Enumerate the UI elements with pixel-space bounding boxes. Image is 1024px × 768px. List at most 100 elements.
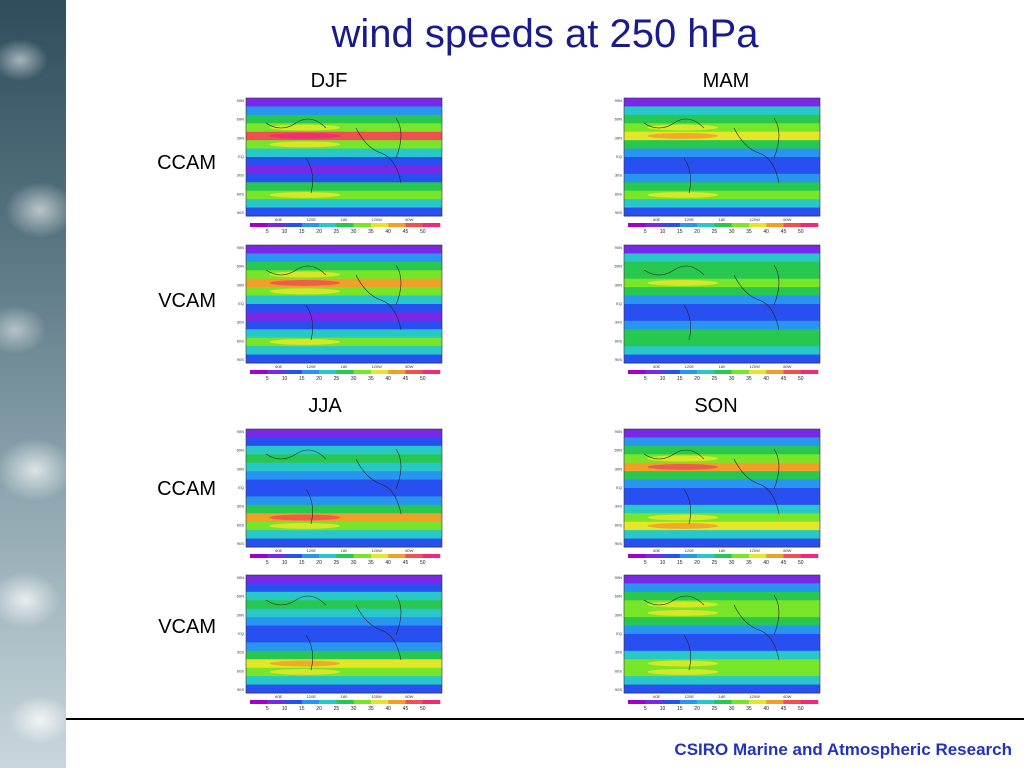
wind-speed-band <box>246 488 442 497</box>
wind-map-djf-ccam: 90N 60N 30N EQ 30S 60S 90S 60E 120E 180 120W 60W 5 10… <box>232 95 444 235</box>
colorbar-tick-label: 25 <box>334 229 340 235</box>
colorbar-tick-label: 50 <box>420 376 426 382</box>
wind-speed-band <box>246 462 442 472</box>
colorbar-tick-label: 25 <box>712 560 718 566</box>
wind-speed-band <box>246 437 442 447</box>
wind-speed-band <box>624 157 820 166</box>
colorbar-tick-label: 5 <box>266 229 269 235</box>
colorbar-segment <box>679 554 698 558</box>
slide-title: wind speeds at 250 hPa <box>331 12 759 56</box>
map-lon-label: 180 <box>341 217 348 222</box>
colorbar-segment <box>800 554 819 558</box>
colorbar-tick-label: 20 <box>316 376 322 382</box>
colorbar-segment <box>731 700 750 704</box>
wind-speed-band <box>246 676 442 686</box>
season-label-son: SON <box>694 395 738 417</box>
map-lon-label: 180 <box>719 217 726 222</box>
colorbar-segment <box>628 223 646 227</box>
colorbar-segment <box>783 370 802 374</box>
wind-map-son-vcam: 90N 60N 30N EQ 30S 60S 90S 60E 120E 180 120W 60W 5 10… <box>610 572 822 712</box>
colorbar-segment <box>319 700 337 704</box>
map-lon-label: 60E <box>653 694 660 699</box>
colorbar-segment <box>748 370 767 374</box>
map-lon-label: 120E <box>685 548 695 553</box>
wind-jet-core <box>269 279 341 286</box>
colorbar-segment <box>353 700 372 704</box>
wind-map-son-ccam: 90N 60N 30N EQ 30S 60S 90S 60E 120E 180 120W 60W 5 10… <box>610 426 822 566</box>
map-lat-label: 30N <box>237 282 244 287</box>
map-lon-label: 120E <box>307 694 317 699</box>
wind-speed-band <box>624 608 820 618</box>
colorbar-tick-label: 15 <box>299 706 305 712</box>
wind-speed-band <box>246 245 442 254</box>
colorbar-segment <box>370 223 389 227</box>
map-lat-label: 90N <box>615 429 622 434</box>
wind-speed-band <box>246 496 442 506</box>
map-lat-label: 30N <box>237 466 244 471</box>
map-lat-label: 30S <box>615 173 622 178</box>
wind-map-mam-ccam: 90N 60N 30N EQ 30S 60S 90S 60E 120E 180 120W 60W 5 10… <box>610 95 822 235</box>
wind-speed-band <box>624 165 820 175</box>
wind-speed-band <box>624 106 820 116</box>
colorbar-segment <box>405 370 424 374</box>
colorbar-tick-label: 5 <box>644 706 647 712</box>
wind-speed-band <box>246 591 442 601</box>
colorbar-segment <box>336 370 354 374</box>
colorbar-segment <box>250 223 268 227</box>
map-lon-label: 60W <box>783 217 791 222</box>
wind-speed-band <box>624 600 820 610</box>
wind-jet-core <box>269 191 341 198</box>
wind-map-svg: 90N 60N 30N EQ 30S 60S 90S 60E 120E 180 120W 60W 5 10… <box>615 244 821 382</box>
map-lon-label: 180 <box>341 694 348 699</box>
colorbar-tick-label: 35 <box>368 229 374 235</box>
map-lat-label: 60S <box>615 668 622 673</box>
wind-speed-band <box>624 513 820 523</box>
wind-speed-band <box>246 131 442 141</box>
colorbar-tick-label: 10 <box>282 229 288 235</box>
colorbar-tick-label: 40 <box>763 706 769 712</box>
wind-speed-band <box>246 157 442 166</box>
wind-speed-band <box>246 190 442 200</box>
colorbar-tick-label: 10 <box>660 706 666 712</box>
colorbar-tick-label: 40 <box>385 706 391 712</box>
colorbar-tick-label: 50 <box>798 560 804 566</box>
map-lon-label: 180 <box>719 364 726 369</box>
colorbar-segment <box>301 370 320 374</box>
wind-speed-band <box>246 667 442 677</box>
map-lat-label: 30N <box>615 135 622 140</box>
wind-map-svg: 90N 60N 30N EQ 30S 60S 90S 60E 120E 180 120W 60W 5 10… <box>615 428 821 566</box>
colorbar-tick-label: 45 <box>781 376 787 382</box>
map-lat-label: 90N <box>237 575 244 580</box>
colorbar-tick-label: 20 <box>694 229 700 235</box>
colorbar-segment <box>388 700 406 704</box>
colorbar-tick-label: 50 <box>798 229 804 235</box>
map-lat-label: 30N <box>237 135 244 140</box>
colorbar-tick-label: 15 <box>299 560 305 566</box>
colorbar-segment <box>267 700 285 704</box>
wind-jet-core <box>269 271 341 278</box>
map-lat-label: EQ <box>616 485 622 490</box>
colorbar-tick-label: 25 <box>334 376 340 382</box>
colorbar-segment <box>697 370 715 374</box>
colorbar-segment <box>645 223 663 227</box>
colorbar-segment <box>714 700 732 704</box>
wind-speed-band <box>624 312 820 322</box>
wind-jet-core <box>647 279 719 286</box>
colorbar-segment <box>662 223 681 227</box>
wind-speed-band <box>246 530 442 540</box>
colorbar-tick-label: 25 <box>334 706 340 712</box>
wind-map-svg: 90N 60N 30N EQ 30S 60S 90S 60E 120E 180 120W 60W 5 10… <box>615 574 821 712</box>
map-lat-label: 90N <box>237 98 244 103</box>
colorbar-segment <box>267 554 285 558</box>
colorbar-tick-label: 45 <box>781 229 787 235</box>
colorbar-tick-label: 15 <box>677 229 683 235</box>
wind-speed-band <box>246 617 442 627</box>
colorbar-segment <box>422 554 441 558</box>
colorbar-tick-label: 45 <box>781 706 787 712</box>
colorbar-tick-label: 30 <box>729 560 735 566</box>
wind-speed-band <box>246 521 442 531</box>
map-lon-label: 120E <box>685 217 695 222</box>
colorbar-segment <box>250 554 268 558</box>
map-lat-label: 60S <box>237 338 244 343</box>
wind-speed-band <box>246 329 442 339</box>
